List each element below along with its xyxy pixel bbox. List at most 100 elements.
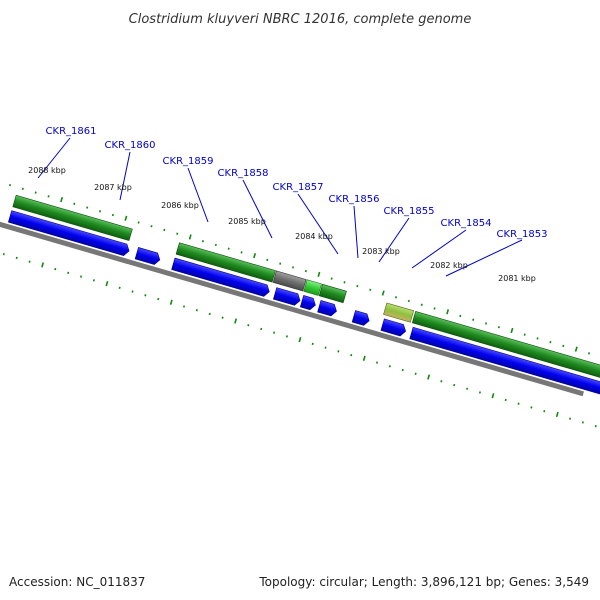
gene-blue-5[interactable] bbox=[171, 257, 271, 297]
locus-label-ckr-1855[interactable]: CKR_1855 bbox=[384, 206, 435, 217]
minor-tick bbox=[47, 195, 50, 198]
gene-ckr-1856[interactable] bbox=[303, 279, 322, 296]
minor-tick bbox=[407, 299, 410, 303]
minor-tick bbox=[98, 210, 102, 213]
minor-tick bbox=[388, 365, 391, 368]
scale-labels: 2088 kbp 2087 kbp 2086 kbp 2085 kbp 2084… bbox=[28, 166, 536, 283]
minor-tick bbox=[279, 262, 282, 265]
minor-tick bbox=[266, 258, 269, 262]
locus-label-ckr-1857[interactable]: CKR_1857 bbox=[273, 182, 324, 193]
major-tick bbox=[427, 374, 431, 380]
major-tick bbox=[124, 215, 128, 221]
label-leader-lines bbox=[37, 137, 523, 277]
minor-tick bbox=[549, 340, 552, 344]
locus-label-ckr-1856[interactable]: CKR_1856 bbox=[329, 194, 380, 205]
gene-blue-6[interactable] bbox=[273, 287, 301, 307]
major-tick bbox=[362, 355, 366, 361]
scale-label: 2087 kbp bbox=[94, 183, 132, 192]
minor-tick bbox=[214, 243, 217, 247]
locus-label-ckr-1859[interactable]: CKR_1859 bbox=[163, 156, 214, 167]
minor-tick bbox=[543, 409, 546, 413]
minor-tick bbox=[536, 337, 539, 340]
minor-tick bbox=[337, 350, 340, 353]
minor-tick bbox=[562, 344, 565, 348]
minor-tick bbox=[201, 240, 205, 243]
minor-tick bbox=[356, 284, 359, 288]
locus-label-ckr-1854[interactable]: CKR_1854 bbox=[441, 218, 492, 229]
minor-tick bbox=[568, 417, 572, 420]
minor-tick bbox=[176, 232, 179, 235]
minor-tick bbox=[304, 269, 307, 273]
minor-tick bbox=[497, 326, 500, 329]
minor-tick bbox=[311, 342, 314, 346]
gene-ckr-1861[interactable] bbox=[12, 194, 133, 241]
major-tick bbox=[169, 299, 173, 305]
minor-tick bbox=[433, 307, 436, 310]
locus-label-ckr-1858[interactable]: CKR_1858 bbox=[218, 168, 269, 179]
minor-tick bbox=[330, 277, 333, 280]
inner-scale-ruler bbox=[2, 252, 597, 428]
minor-tick bbox=[485, 322, 488, 325]
minor-tick bbox=[247, 324, 250, 327]
gene-ckr-1859[interactable] bbox=[134, 247, 161, 265]
gene-blue-3[interactable] bbox=[7, 210, 130, 257]
gene-ckr-1853[interactable] bbox=[411, 310, 600, 383]
minor-tick bbox=[144, 294, 147, 297]
minor-tick bbox=[163, 228, 166, 232]
minor-tick bbox=[28, 260, 31, 263]
minor-tick bbox=[375, 361, 379, 364]
minor-tick bbox=[54, 267, 57, 271]
locus-label-ckr-1860[interactable]: CKR_1860 bbox=[105, 140, 156, 151]
minor-tick bbox=[150, 225, 153, 228]
major-tick bbox=[574, 346, 578, 352]
gene-blue-11[interactable] bbox=[409, 326, 600, 399]
minor-tick bbox=[530, 406, 533, 409]
minor-tick bbox=[34, 191, 37, 194]
scale-label: 2086 kbp bbox=[161, 201, 199, 210]
minor-tick bbox=[15, 256, 18, 260]
minor-tick bbox=[273, 331, 276, 334]
gene-ckr-1855[interactable] bbox=[317, 300, 339, 317]
locus-labels: CKR_1861 CKR_1860 CKR_1859 CKR_1858 CKR_… bbox=[46, 126, 548, 240]
track-group bbox=[0, 183, 600, 428]
minor-tick bbox=[182, 305, 186, 308]
minor-tick bbox=[157, 297, 160, 301]
gene-blue-7[interactable] bbox=[299, 295, 317, 311]
minor-tick bbox=[86, 206, 89, 209]
locus-label-ckr-1853[interactable]: CKR_1853 bbox=[497, 229, 548, 240]
gene-ckr-1854[interactable] bbox=[383, 302, 415, 323]
scale-label: 2083 kbp bbox=[362, 247, 400, 256]
minor-tick bbox=[394, 296, 398, 299]
gene-blue-10[interactable] bbox=[380, 318, 407, 337]
major-tick bbox=[446, 309, 450, 315]
major-tick bbox=[253, 253, 257, 259]
minor-tick bbox=[324, 346, 327, 349]
major-tick bbox=[105, 280, 109, 287]
scale-label: 2084 kbp bbox=[295, 232, 333, 241]
minor-tick bbox=[137, 221, 140, 224]
major-tick bbox=[298, 337, 302, 343]
minor-tick bbox=[517, 402, 520, 405]
minor-tick bbox=[221, 316, 224, 319]
minor-tick bbox=[2, 252, 5, 256]
minor-tick bbox=[420, 303, 423, 306]
gene-ckr-1856b[interactable] bbox=[318, 283, 347, 304]
gene-blue-9[interactable] bbox=[351, 310, 371, 327]
major-tick bbox=[491, 393, 495, 399]
minor-tick bbox=[440, 380, 443, 383]
locus-label-ckr-1861[interactable]: CKR_1861 bbox=[46, 126, 97, 137]
minor-tick bbox=[195, 309, 198, 312]
gene-ckr-1857[interactable] bbox=[272, 270, 307, 292]
minor-tick bbox=[350, 353, 353, 357]
gene-ckr-1858[interactable] bbox=[175, 242, 276, 283]
minor-tick bbox=[260, 327, 263, 331]
major-tick bbox=[510, 327, 514, 334]
minor-tick bbox=[8, 183, 11, 187]
major-tick bbox=[41, 262, 45, 268]
minor-tick bbox=[73, 202, 76, 206]
minor-tick bbox=[111, 213, 114, 217]
scale-label: 2088 kbp bbox=[28, 166, 66, 175]
genome-title: Clostridium kluyveri NBRC 12016, complet… bbox=[129, 12, 472, 27]
minor-tick bbox=[581, 421, 584, 424]
